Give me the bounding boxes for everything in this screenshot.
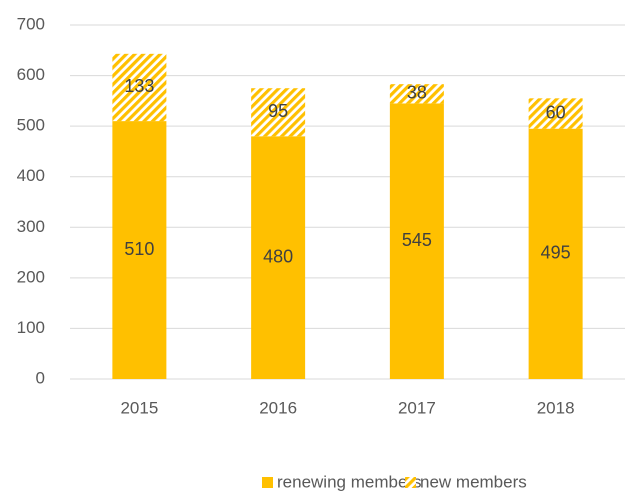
y-tick-label: 400 bbox=[17, 166, 45, 185]
data-label: 510 bbox=[124, 239, 154, 259]
data-label: 38 bbox=[407, 83, 427, 103]
y-tick-label: 300 bbox=[17, 217, 45, 236]
data-label: 133 bbox=[124, 76, 154, 96]
x-tick-label: 2016 bbox=[259, 398, 297, 417]
bar-segment bbox=[389, 84, 444, 104]
x-tick-label: 2015 bbox=[120, 398, 158, 417]
x-tick-label: 2017 bbox=[398, 398, 436, 417]
bar-segment bbox=[528, 98, 583, 129]
data-label: 95 bbox=[268, 101, 288, 121]
y-tick-label: 0 bbox=[36, 368, 45, 387]
bar-segment bbox=[528, 128, 583, 379]
bar-segment bbox=[251, 88, 306, 137]
x-tick-label: 2018 bbox=[537, 398, 575, 417]
y-tick-label: 200 bbox=[17, 267, 45, 286]
legend-swatch bbox=[405, 477, 416, 488]
data-label: 480 bbox=[263, 246, 293, 266]
data-label: 545 bbox=[402, 230, 432, 250]
data-label: 495 bbox=[541, 243, 571, 263]
y-tick-label: 100 bbox=[17, 318, 45, 337]
y-tick-label: 700 bbox=[17, 14, 45, 33]
legend-swatch bbox=[262, 477, 273, 488]
bar-segment bbox=[112, 53, 167, 122]
y-tick-label: 500 bbox=[17, 116, 45, 135]
bar-segment bbox=[112, 121, 167, 379]
bar-segment bbox=[389, 103, 444, 379]
legend-label: new members bbox=[420, 472, 527, 491]
data-label: 60 bbox=[546, 102, 566, 122]
bar-segment bbox=[251, 136, 306, 379]
legend-label: renewing members bbox=[277, 472, 422, 491]
y-tick-label: 600 bbox=[17, 65, 45, 84]
